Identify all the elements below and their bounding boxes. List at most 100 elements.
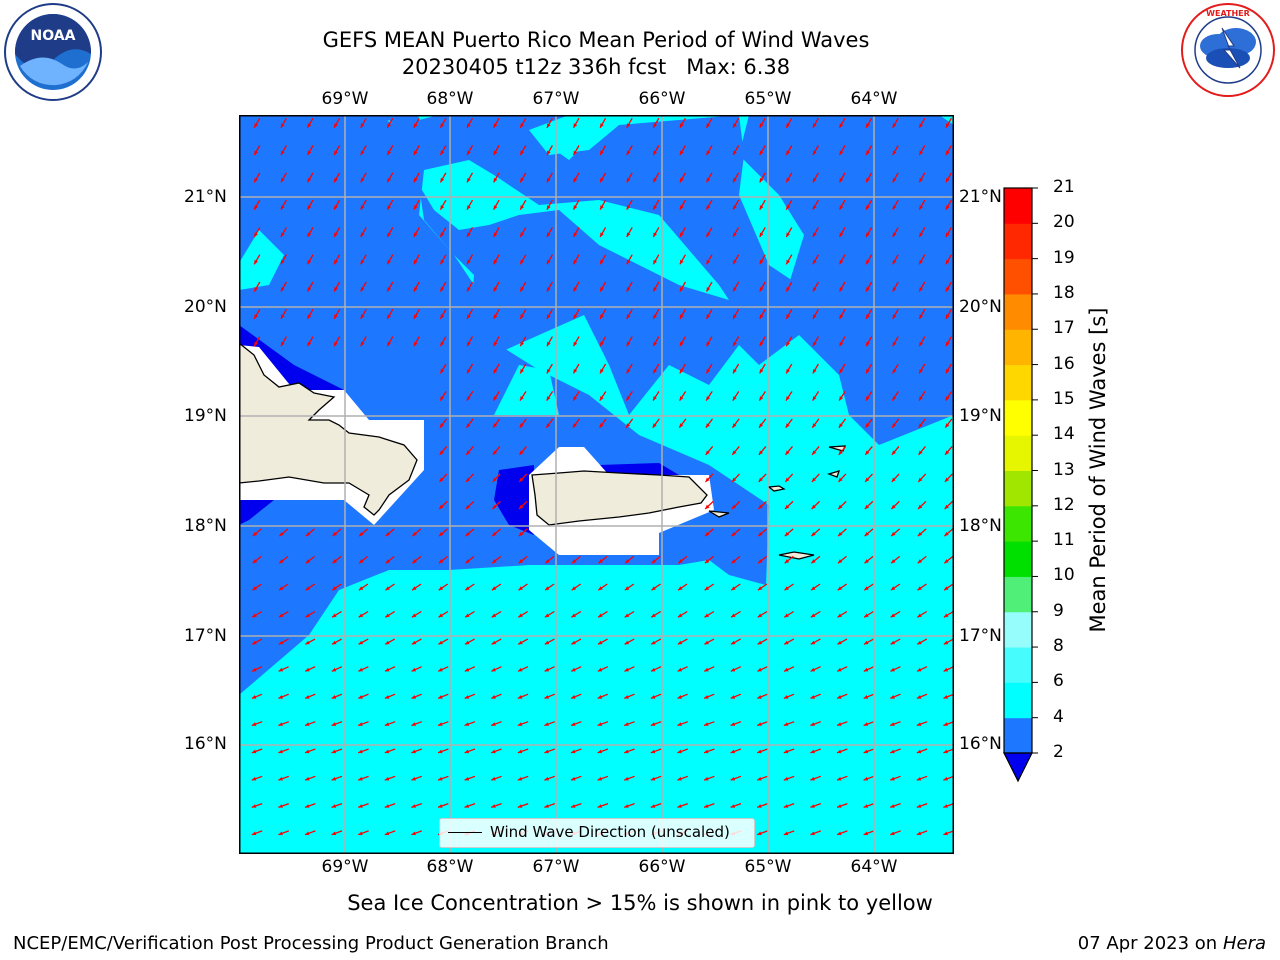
lat-label-right: 16°N bbox=[959, 734, 1002, 754]
wind-arrow-head bbox=[465, 613, 470, 618]
wind-arrow-head bbox=[733, 314, 737, 319]
wind-arrow-head bbox=[706, 150, 711, 156]
wind-arrow-head bbox=[866, 205, 870, 210]
wind-arrow-head bbox=[491, 586, 497, 591]
chart-title: GEFS MEAN Puerto Rico Mean Period of Win… bbox=[322, 28, 870, 52]
wind-arrow-head bbox=[571, 613, 576, 618]
wind-arrow-head bbox=[413, 341, 418, 347]
wind-arrow-head bbox=[464, 695, 470, 699]
wind-arrow-head bbox=[411, 749, 416, 754]
wind-arrow-head bbox=[280, 205, 285, 210]
wind-arrow-head bbox=[733, 177, 737, 183]
wind-arrow-head bbox=[784, 640, 789, 645]
wind-arrow-head bbox=[839, 396, 843, 401]
wind-arrow-head bbox=[519, 450, 524, 455]
wind-arrow-head bbox=[252, 559, 258, 564]
wind-arrow-head bbox=[358, 586, 364, 591]
wind-arrow-head bbox=[252, 667, 257, 672]
map-frame bbox=[239, 115, 954, 854]
colorbar-tick-label: 4 bbox=[1053, 706, 1064, 727]
wind-arrow-head bbox=[759, 232, 764, 237]
colorbar-tick-label: 21 bbox=[1053, 177, 1075, 197]
wind-arrow-head bbox=[918, 477, 923, 482]
lon-label-top: 67°W bbox=[532, 89, 580, 109]
wind-arrow-head bbox=[440, 232, 445, 237]
wind-arrow-head bbox=[411, 831, 416, 836]
wind-arrow-head bbox=[467, 205, 471, 210]
wind-arrow-head bbox=[919, 287, 923, 292]
wind-arrow-head bbox=[492, 477, 497, 482]
wind-arrow-head bbox=[332, 613, 337, 618]
wind-arrow-head bbox=[598, 586, 603, 591]
wind-arrow-head bbox=[730, 667, 736, 672]
wind-arrow-head bbox=[733, 205, 737, 210]
wind-arrow-head bbox=[916, 695, 922, 699]
wind-arrow-head bbox=[837, 586, 843, 591]
wind-arrow-head bbox=[624, 722, 629, 726]
wind-arrow-head bbox=[838, 423, 843, 428]
wind-arrow-head bbox=[786, 177, 790, 183]
wind-arrow-head bbox=[733, 259, 737, 265]
wind-arrow-head bbox=[491, 695, 496, 699]
wind-arrow-head bbox=[359, 532, 364, 537]
wind-arrow-head bbox=[892, 396, 897, 401]
wind-arrow-head bbox=[650, 695, 656, 699]
wind-arrow-head bbox=[919, 396, 923, 401]
wind-arrow-head bbox=[810, 749, 815, 754]
wind-arrow-head bbox=[783, 804, 789, 808]
wind-arrow-head bbox=[916, 776, 922, 781]
wind-arrow-head bbox=[384, 804, 390, 808]
wind-arrow-head bbox=[785, 504, 790, 509]
wind-arrow-head bbox=[598, 559, 603, 564]
lat-label-left: 21°N bbox=[184, 187, 227, 207]
lat-label-left: 16°N bbox=[184, 734, 227, 754]
wind-arrow-head bbox=[891, 532, 896, 537]
colorbar-tick-label: 6 bbox=[1053, 671, 1064, 692]
wind-arrow-head bbox=[812, 287, 817, 292]
wind-arrow-head bbox=[413, 150, 418, 156]
wind-arrow-head bbox=[865, 396, 870, 401]
wind-arrow-head bbox=[810, 831, 815, 836]
footer-date: 07 Apr 2023 on Hera bbox=[1078, 933, 1266, 954]
wind-arrow-head bbox=[520, 205, 524, 210]
wind-arrow-head bbox=[331, 722, 337, 726]
wind-arrow-head bbox=[252, 640, 257, 645]
wind-arrow-head bbox=[653, 287, 657, 292]
wind-arrow-head bbox=[387, 259, 391, 265]
wind-arrow-head bbox=[758, 559, 763, 564]
wind-arrow-head bbox=[732, 450, 737, 455]
wind-arrow-head bbox=[890, 722, 895, 726]
wind-arrow-head bbox=[704, 695, 709, 699]
wind-arrow-head bbox=[651, 586, 656, 591]
wind-arrow-head bbox=[653, 314, 657, 319]
wind-arrow-head bbox=[278, 667, 284, 672]
wind-arrow-head bbox=[545, 559, 550, 564]
wind-arrow-head bbox=[945, 205, 950, 210]
wind-arrow-head bbox=[810, 776, 815, 781]
wind-arrow-head bbox=[280, 259, 285, 265]
wind-arrow-head bbox=[600, 314, 604, 319]
wind-arrow-head bbox=[544, 613, 550, 618]
colorbar-tick-label: 2 bbox=[1053, 742, 1064, 762]
wind-arrow-head bbox=[305, 640, 310, 645]
wind-arrow-head bbox=[334, 177, 338, 183]
wind-arrow-head bbox=[757, 804, 762, 808]
colorbar-tick-label: 19 bbox=[1053, 247, 1075, 268]
wind-arrow-head bbox=[492, 504, 497, 509]
wind-arrow-head bbox=[438, 695, 443, 699]
wind-arrow-head bbox=[704, 640, 709, 645]
wind-arrow-head bbox=[280, 341, 285, 347]
sea-ice-note: Sea Ice Concentration > 15% is shown in … bbox=[347, 891, 933, 915]
wind-arrow-head bbox=[837, 640, 842, 645]
wind-arrow-head bbox=[520, 396, 524, 401]
wind-arrow-head bbox=[307, 287, 312, 292]
wind-arrow-head bbox=[733, 341, 737, 347]
wind-arrow-head bbox=[839, 369, 844, 374]
colorbar-segment bbox=[1004, 576, 1032, 613]
wind-arrow-head bbox=[305, 776, 310, 781]
wind-arrow-head bbox=[757, 640, 763, 645]
wind-arrow-head bbox=[493, 232, 498, 237]
lon-label-bottom: 65°W bbox=[744, 857, 792, 877]
wind-arrow-head bbox=[811, 504, 816, 509]
wind-arrow-head bbox=[891, 504, 896, 509]
